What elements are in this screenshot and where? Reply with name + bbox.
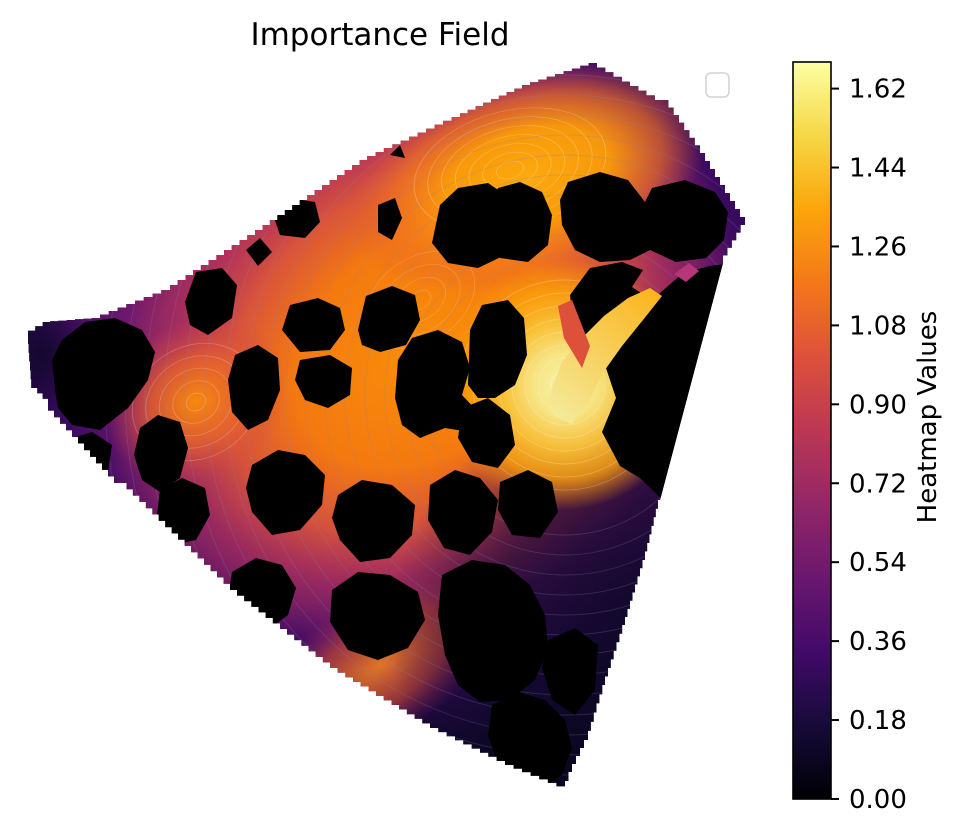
colorbar-tick-label: 1.44 bbox=[849, 154, 907, 184]
masked-region bbox=[185, 268, 237, 335]
colorbar-tick-label: 0.72 bbox=[849, 469, 907, 499]
masked-region bbox=[428, 470, 498, 555]
colorbar-tick-label: 0.36 bbox=[849, 627, 907, 657]
contour-ring bbox=[524, 344, 606, 426]
masked-region bbox=[542, 628, 598, 715]
colorbar-ticks: 1.62 1.44 1.26 1.08 0.90 0.72 0.54 0.36 0.18 0.00 bbox=[831, 75, 907, 815]
colorbar-tick-label: 0.00 bbox=[849, 785, 907, 815]
masked-region bbox=[228, 345, 280, 430]
contour-ring bbox=[495, 160, 525, 180]
masked-region bbox=[332, 480, 415, 562]
contour-ring bbox=[164, 63, 745, 790]
colorbar: 1.62 1.44 1.26 1.08 0.90 0.72 0.54 0.36 0.18 0.00… bbox=[792, 61, 943, 815]
contour-ring bbox=[184, 63, 745, 776]
contour-ring bbox=[172, 380, 220, 424]
masked-region bbox=[134, 415, 188, 492]
contour-ring bbox=[185, 392, 207, 412]
colorbar-tick-label: 0.90 bbox=[849, 390, 907, 420]
masked-region bbox=[282, 298, 345, 352]
masked-region bbox=[458, 398, 515, 468]
masked-region bbox=[330, 572, 425, 660]
masked-region bbox=[246, 450, 325, 535]
colorbar-label: Heatmap Values bbox=[913, 311, 943, 524]
field-accent bbox=[548, 288, 662, 424]
masked-region bbox=[246, 238, 272, 266]
colorbar-gradient bbox=[792, 61, 832, 800]
masked-region bbox=[498, 470, 558, 538]
masked-region bbox=[560, 172, 728, 262]
masked-region bbox=[438, 560, 548, 702]
masked-region bbox=[358, 286, 420, 352]
masked-region bbox=[468, 300, 527, 398]
masked-region bbox=[485, 182, 552, 262]
field-accents bbox=[548, 263, 699, 424]
colorbar-tick-label: 0.18 bbox=[849, 706, 907, 736]
field-accent bbox=[674, 263, 699, 282]
contour-ring bbox=[144, 63, 745, 790]
masked-region bbox=[52, 318, 155, 430]
colorbar-tick-label: 1.62 bbox=[849, 75, 907, 105]
colorbar-tick-label: 1.26 bbox=[849, 232, 907, 262]
plot-title: Importance Field bbox=[250, 17, 509, 53]
colorbar-tick-label: 0.54 bbox=[849, 548, 907, 578]
masked-region bbox=[66, 432, 112, 492]
masked-region bbox=[395, 330, 478, 438]
colorbar-tick-label: 1.08 bbox=[849, 311, 907, 341]
legend-box bbox=[705, 72, 730, 98]
field-accent bbox=[558, 300, 590, 368]
masked-region bbox=[378, 198, 402, 240]
masked-region bbox=[390, 145, 405, 158]
masked-region bbox=[295, 355, 352, 408]
